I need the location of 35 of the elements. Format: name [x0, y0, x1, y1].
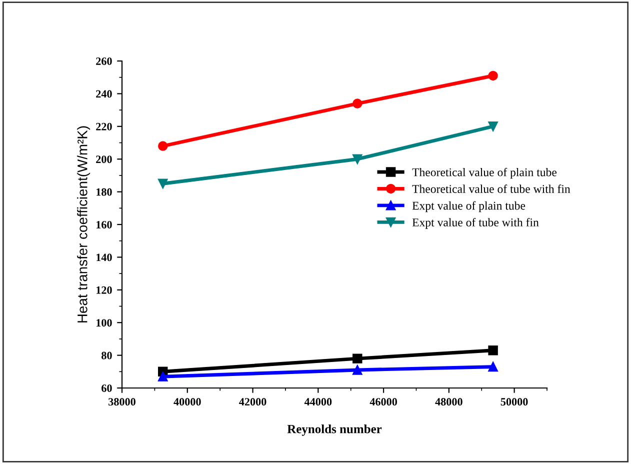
point — [158, 372, 168, 382]
x-tick-label: 50000 — [500, 398, 528, 406]
y-tick-label: 180 — [96, 188, 112, 196]
x-tick-label: 40000 — [174, 398, 201, 406]
point — [488, 346, 498, 356]
x-tick-label: 46000 — [370, 398, 398, 406]
point — [488, 122, 498, 132]
point — [352, 365, 362, 375]
legend-label: Expt value of plain tube — [412, 201, 526, 212]
y-tick-label: 120 — [96, 286, 112, 294]
x-tick-label: 42000 — [239, 398, 266, 406]
point — [158, 141, 168, 151]
point — [352, 98, 362, 108]
y-tick-label: 80 — [102, 352, 112, 360]
y-tick-label: 100 — [96, 319, 112, 327]
y-tick-label: 220 — [96, 122, 112, 130]
point — [352, 354, 362, 364]
point — [488, 70, 498, 81]
x-tick-label: 44000 — [304, 398, 332, 406]
point — [352, 154, 362, 164]
y-tick-label: 60 — [102, 384, 112, 392]
legend-label: Theoretical value of plain tube — [412, 168, 557, 179]
point — [488, 362, 498, 372]
y-tick-label: 240 — [96, 90, 112, 98]
y-axis-title: Heat transfer coefficient(W/m²K) — [77, 126, 90, 322]
x-tick-label: 48000 — [435, 398, 462, 406]
y-tick-label: 140 — [96, 254, 112, 262]
y-tick-label: 200 — [96, 156, 112, 164]
x-axis-title: Reynolds number — [287, 424, 382, 436]
y-tick-label: 160 — [96, 220, 112, 228]
legend-label: Theoretical value of tube with fin — [412, 184, 570, 193]
legend-label: Expt value of tube with fin — [412, 218, 539, 229]
x-tick-label: 38000 — [108, 398, 136, 406]
point — [158, 178, 168, 188]
y-tick-label: 260 — [96, 57, 112, 65]
